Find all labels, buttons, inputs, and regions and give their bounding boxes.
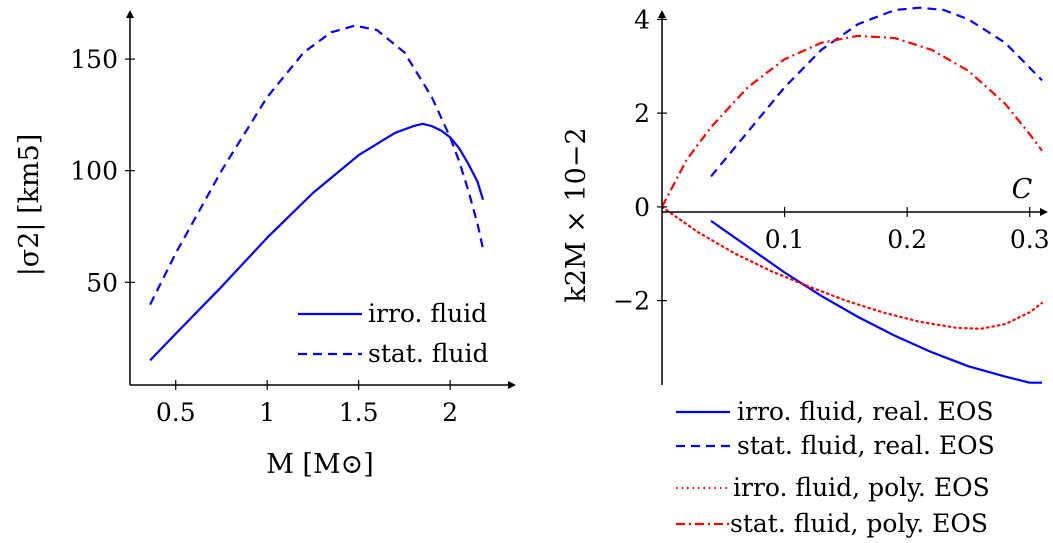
- left-series-group: [149, 24, 485, 362]
- right-y-tick-label: 2: [634, 99, 650, 128]
- left-x-tick-label: 2: [442, 398, 458, 427]
- left-legend-label-irro: irro. fluid: [368, 299, 487, 328]
- right-x-tick-label: 0.1: [765, 225, 805, 254]
- right-chart: 0.1 0.2 0.3 −2 0 2 4 C k2M × 10−2 irro. fluid,…: [561, 5, 1050, 538]
- right-y-axis-arrow: [658, 10, 666, 18]
- right-series-line-3: [661, 34, 1043, 208]
- right-legend-label-stat-real: stat. fluid, real. EOS: [737, 431, 995, 460]
- right-x-tick-label: 0.2: [887, 225, 927, 254]
- right-series-line-0: [710, 219, 1042, 384]
- left-series-line-0: [149, 122, 485, 362]
- left-y-tick-label: 50: [86, 268, 118, 297]
- left-x-tick-label: 1: [259, 398, 275, 427]
- right-legend-label-irro-real: irro. fluid, real. EOS: [737, 397, 993, 426]
- right-legend: irro. fluid, real. EOS stat. fluid, real…: [676, 397, 995, 538]
- left-y-axis-title: |σ2| [km5]: [14, 134, 45, 277]
- right-legend-label-irro-poly: irro. fluid, poly. EOS: [733, 473, 990, 502]
- right-y-tick-label: 0: [634, 193, 650, 222]
- left-x-tick-label: 0.5: [156, 398, 196, 427]
- left-y-tick-label: 100: [70, 157, 118, 186]
- right-ticks-group: 0.1 0.2 0.3 −2 0 2 4: [613, 5, 1049, 315]
- right-x-axis-title: C: [1012, 174, 1033, 205]
- left-legend: irro. fluid stat. fluid: [298, 299, 489, 368]
- right-y-tick-label: 4: [634, 5, 650, 34]
- left-y-tick-label: 150: [70, 45, 118, 74]
- right-series-group: [660, 6, 1044, 384]
- right-x-axis-arrow: [1040, 208, 1048, 216]
- left-ticks-group: 0.5 1 1.5 2 50 100 150: [70, 45, 458, 427]
- left-chart: 0.5 1 1.5 2 50 100 150 M [M⊙] |σ2| [km5] irro.…: [14, 10, 516, 480]
- left-x-axis-arrow: [508, 381, 516, 389]
- right-x-tick-label: 0.3: [1010, 225, 1050, 254]
- left-x-tick-label: 1.5: [339, 398, 379, 427]
- right-series-line-2: [660, 205, 1044, 330]
- left-y-axis-arrow: [126, 10, 134, 18]
- right-legend-label-stat-poly: stat. fluid, poly. EOS: [730, 509, 988, 538]
- left-series-line-1: [149, 24, 485, 306]
- left-legend-label-stat: stat. fluid: [368, 339, 489, 368]
- right-y-axis-title: k2M × 10−2: [561, 127, 592, 302]
- right-series-line-1: [710, 6, 1043, 178]
- left-x-axis-title: M [M⊙]: [266, 449, 374, 480]
- right-y-tick-label: −2: [613, 287, 650, 316]
